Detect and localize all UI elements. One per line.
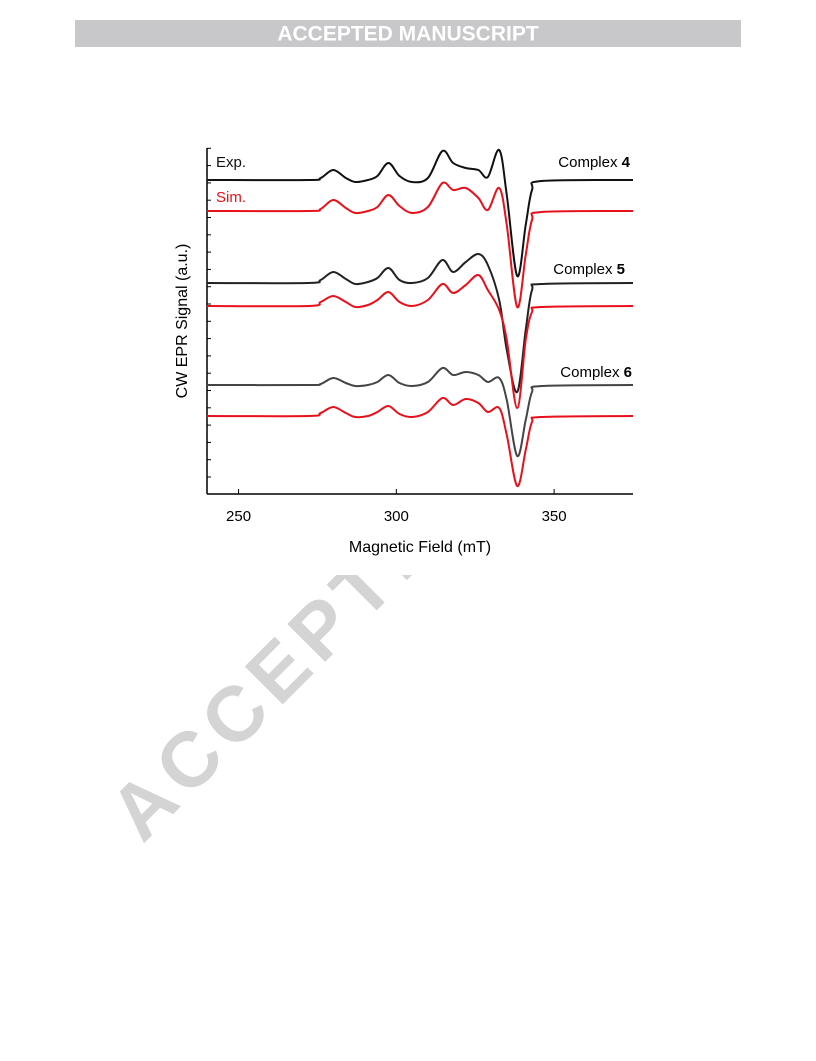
complex-name: Complex xyxy=(558,154,618,171)
complex-number: 4 xyxy=(622,154,631,171)
spectrum-line xyxy=(206,148,634,278)
legend-entry: Exp. xyxy=(216,154,246,171)
x-tick-label: 300 xyxy=(384,508,409,525)
header-bar xyxy=(75,20,741,47)
complex-label: Complex 6 xyxy=(560,364,632,381)
spectrum-line xyxy=(206,253,634,394)
y-axis-label: CW EPR Signal (a.u.) xyxy=(174,244,191,399)
complex-label: Complex 5 xyxy=(553,261,625,278)
spectrum-line xyxy=(206,181,634,309)
complex-label: Complex 4 xyxy=(558,154,630,171)
x-axis-label: Magnetic Field (mT) xyxy=(349,539,491,556)
header-title: ACCEPTED MANUSCRIPT xyxy=(277,23,539,46)
complex-name: Complex xyxy=(560,364,620,381)
x-tick-label: 250 xyxy=(226,508,251,525)
x-tick-label: 350 xyxy=(542,508,567,525)
spectrum-line xyxy=(206,366,634,458)
spectrum-line xyxy=(206,396,634,488)
plot: 250 300 350 Magnetic Field (mT) CW EPR Signa… xyxy=(174,147,634,556)
complex-name: Complex xyxy=(553,261,613,278)
legend-entry: Sim. xyxy=(216,189,246,206)
figure-panel xyxy=(95,95,720,575)
complex-number: 5 xyxy=(617,261,625,278)
complex-number: 6 xyxy=(624,364,632,381)
spectrum-line xyxy=(206,273,634,410)
